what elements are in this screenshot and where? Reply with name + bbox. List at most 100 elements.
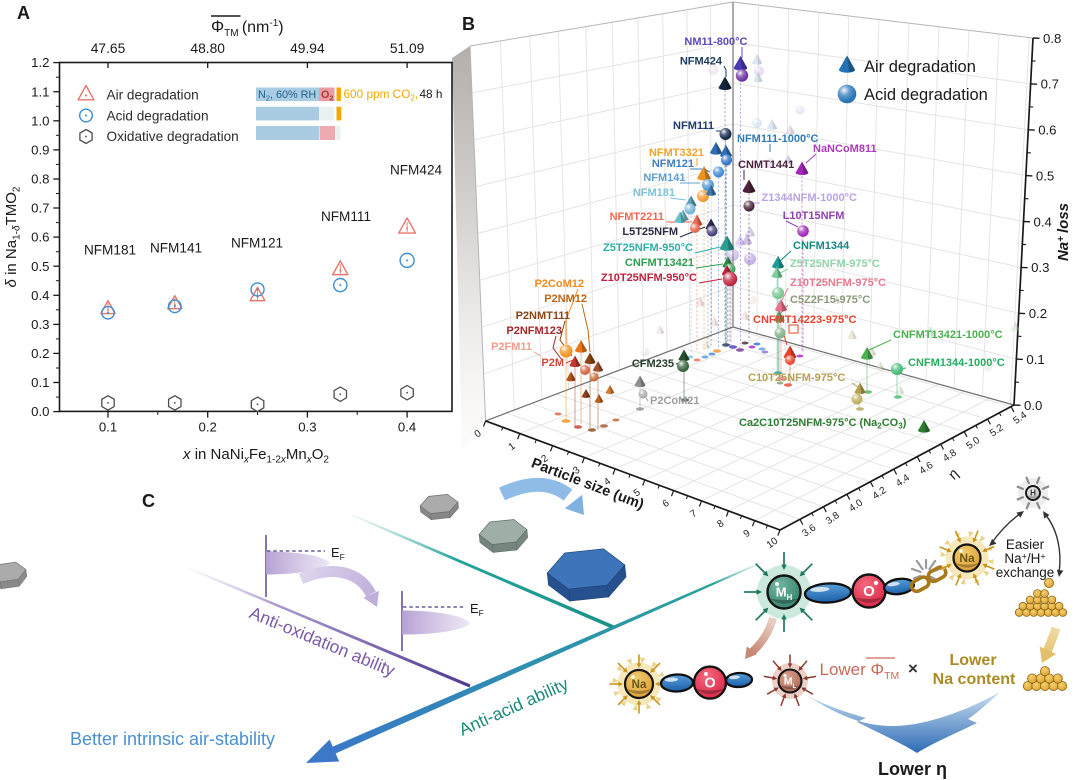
svg-text:0.6: 0.6 <box>31 230 49 245</box>
svg-text:Z10T25NFM-950°C: Z10T25NFM-950°C <box>601 272 697 284</box>
svg-text:Na content: Na content <box>933 671 1016 688</box>
svg-text:0.2: 0.2 <box>31 346 49 361</box>
svg-text:48.80: 48.80 <box>190 41 225 56</box>
svg-text:NFM141: NFM141 <box>643 172 685 184</box>
svg-text:4: 4 <box>602 476 613 488</box>
svg-text:0.8: 0.8 <box>31 172 49 187</box>
svg-text:P2FM11: P2FM11 <box>491 341 532 353</box>
svg-text:Na: Na <box>632 679 647 691</box>
svg-text:L5T25NFM: L5T25NFM <box>622 226 678 238</box>
svg-text:Lower ΦTM: Lower ΦTM <box>820 660 900 682</box>
svg-text:L10T15NFM: L10T15NFM <box>783 210 845 222</box>
svg-text:0.0: 0.0 <box>1024 398 1042 413</box>
svg-text:4.6: 4.6 <box>918 460 936 477</box>
svg-text:EF: EF <box>331 545 345 562</box>
svg-text:N2, 60% RH: N2, 60% RH <box>258 89 316 103</box>
svg-text:×: × <box>908 659 918 678</box>
svg-text:Air degradation: Air degradation <box>107 88 199 103</box>
svg-text:3.8: 3.8 <box>824 510 842 527</box>
svg-text:P2NM12: P2NM12 <box>544 293 587 305</box>
svg-text:NFM121: NFM121 <box>652 158 694 170</box>
svg-text:x in NaNixFe1-2xMnxO2: x in NaNixFe1-2xMnxO2 <box>182 446 329 466</box>
svg-text:9: 9 <box>742 528 753 540</box>
svg-text:ΦTM (nm-1): ΦTM (nm-1) <box>211 18 284 39</box>
svg-text:0.1: 0.1 <box>1026 352 1044 367</box>
svg-text:0.8: 0.8 <box>1043 31 1061 46</box>
svg-text:0.1: 0.1 <box>31 375 49 390</box>
svg-text:4.2: 4.2 <box>871 485 889 502</box>
svg-text:0.4: 0.4 <box>31 288 49 303</box>
svg-text:0.2: 0.2 <box>199 419 217 434</box>
svg-text:CNFM1344-1000°C: CNFM1344-1000°C <box>908 357 1005 369</box>
svg-text:NFM111: NFM111 <box>321 209 371 224</box>
svg-text:0.1: 0.1 <box>99 419 117 434</box>
svg-text:8: 8 <box>715 518 726 530</box>
svg-text:Z1344NFM-1000°C: Z1344NFM-1000°C <box>762 192 858 204</box>
svg-text:C10T25NFM-975°C: C10T25NFM-975°C <box>748 372 845 384</box>
svg-text:CFM235: CFM235 <box>632 358 674 370</box>
svg-text:η: η <box>945 466 963 482</box>
svg-text:O: O <box>704 676 715 692</box>
svg-text:7: 7 <box>688 508 699 520</box>
svg-text:0.6: 0.6 <box>1038 123 1056 138</box>
svg-text:NaNCoM811: NaNCoM811 <box>813 143 877 155</box>
svg-text:1.2: 1.2 <box>31 55 49 70</box>
svg-text:4.0: 4.0 <box>847 497 865 514</box>
svg-text:CNFMT13421-1000°C: CNFMT13421-1000°C <box>893 329 1003 341</box>
svg-text:Acid degradation: Acid degradation <box>864 86 988 104</box>
svg-text:NFM181: NFM181 <box>84 243 136 258</box>
svg-text:P2M: P2M <box>541 357 564 369</box>
svg-text:EF: EF <box>470 601 484 618</box>
svg-text:exchange: exchange <box>996 565 1055 580</box>
svg-text:P2CoM21: P2CoM21 <box>650 395 700 407</box>
svg-text:NFM181: NFM181 <box>633 187 675 199</box>
svg-text:Z5T25NFM-975°C: Z5T25NFM-975°C <box>790 258 880 270</box>
svg-text:Ca2C10T25NFM-975°C (Na2CO3): Ca2C10T25NFM-975°C (Na2CO3) <box>739 417 907 431</box>
svg-text:Easier: Easier <box>1006 537 1045 552</box>
svg-text:C5Z2F15-975°C: C5Z2F15-975°C <box>790 294 870 306</box>
svg-text:51.09: 51.09 <box>390 41 425 56</box>
svg-text:3.6: 3.6 <box>800 522 818 539</box>
svg-text:0.3: 0.3 <box>31 317 49 332</box>
svg-text:5.0: 5.0 <box>965 435 983 452</box>
svg-text:Oxidative degradation: Oxidative degradation <box>107 129 239 144</box>
svg-text:5.2: 5.2 <box>988 422 1006 439</box>
svg-text:A: A <box>17 3 30 23</box>
svg-text:0.7: 0.7 <box>31 201 49 216</box>
svg-text:H: H <box>1030 489 1036 498</box>
svg-text:2: 2 <box>540 453 551 465</box>
svg-text:NM11-800°C: NM11-800°C <box>684 36 747 48</box>
svg-text:Air degradation: Air degradation <box>864 58 976 76</box>
svg-text:5: 5 <box>632 487 643 499</box>
svg-text:Na+ loss: Na+ loss <box>1055 203 1072 261</box>
svg-text:Better intrinsic air-stability: Better intrinsic air-stability <box>70 729 275 749</box>
svg-text:Z10T25NFM-975°C: Z10T25NFM-975°C <box>790 277 886 289</box>
svg-text:10: 10 <box>765 535 781 551</box>
svg-text:Anti-acid ability: Anti-acid ability <box>456 673 572 739</box>
svg-text:0.5: 0.5 <box>1036 168 1054 183</box>
svg-text:P2CoM12: P2CoM12 <box>534 278 584 290</box>
svg-text:CNFMT13421: CNFMT13421 <box>625 257 694 269</box>
svg-text:0.7: 0.7 <box>1041 77 1059 92</box>
svg-text:1: 1 <box>507 441 518 453</box>
svg-text:6: 6 <box>661 498 672 510</box>
svg-text:Na: Na <box>959 551 975 565</box>
svg-text:0.5: 0.5 <box>31 259 49 274</box>
svg-text:600 ppm CO2,: 600 ppm CO2, <box>344 87 419 103</box>
svg-text:P2NMT111: P2NMT111 <box>516 310 570 322</box>
svg-text:C: C <box>142 491 155 511</box>
svg-text:0.2: 0.2 <box>1029 306 1047 321</box>
svg-text:NFMT3321: NFMT3321 <box>649 147 704 159</box>
svg-text:δ in Na1-δTMO2: δ in Na1-δTMO2 <box>3 186 23 287</box>
svg-text:NFM141: NFM141 <box>150 241 202 256</box>
svg-text:Z5T25NFM-950°C: Z5T25NFM-950°C <box>603 242 693 254</box>
svg-text:0.0: 0.0 <box>31 404 49 419</box>
svg-text:CNFMT14223-975°C: CNFMT14223-975°C <box>753 314 856 326</box>
svg-text:CNFM1344: CNFM1344 <box>793 240 850 252</box>
svg-text:NFM424: NFM424 <box>680 56 723 68</box>
svg-text:NFMT2211: NFMT2211 <box>610 211 664 223</box>
svg-text:4.8: 4.8 <box>941 447 959 464</box>
svg-text:0.9: 0.9 <box>31 143 49 158</box>
svg-text:0.3: 0.3 <box>298 419 316 434</box>
svg-text:47.65: 47.65 <box>91 41 126 56</box>
